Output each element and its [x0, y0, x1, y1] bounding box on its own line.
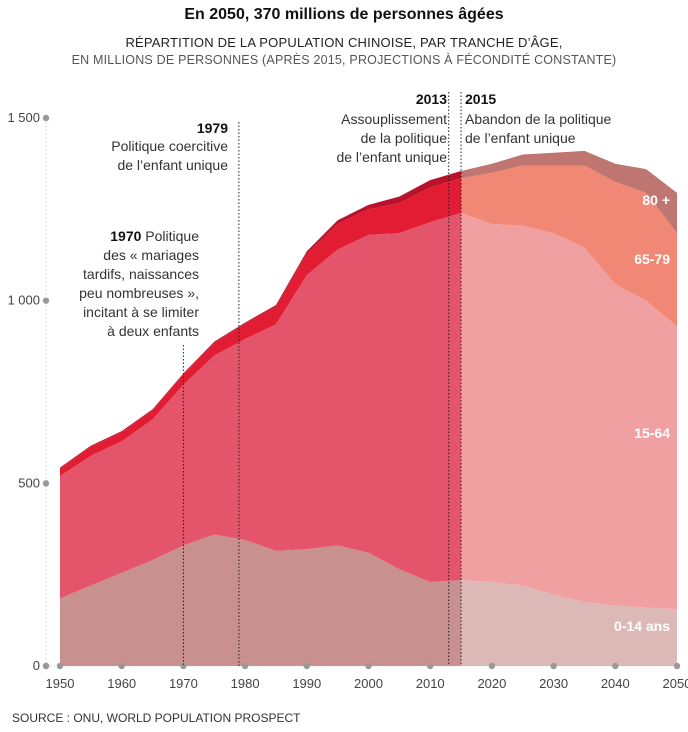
annotation-text-1970: à deux enfants — [107, 323, 199, 339]
source-note: SOURCE : ONU, WORLD POPULATION PROSPECT — [12, 711, 301, 725]
x-tick-label: 2000 — [354, 676, 383, 691]
annotation-text-1970: des « mariages — [103, 247, 199, 263]
area-15-64-historical — [60, 213, 462, 599]
x-tick-mark — [550, 662, 557, 670]
annotation-text-2015: Abandon de la politique — [465, 111, 612, 127]
x-tick-label: 1960 — [107, 676, 136, 691]
x-tick-label: 2010 — [416, 676, 445, 691]
x-tick-label: 1990 — [292, 676, 321, 691]
annotation-text-1970: tardifs, naissances — [83, 266, 199, 282]
y-tick-mark — [42, 297, 50, 304]
x-tick-mark — [488, 662, 496, 670]
annotation-year-1970: 1970 — [110, 228, 141, 244]
y-tick-label: 500 — [18, 475, 40, 490]
chart-subtitle-detail: EN MILLIONS DE PERSONNES (APRÈS 2015, PR… — [71, 53, 617, 67]
annotation-text-1970: 1970 Politique — [110, 228, 199, 244]
series-label: 80 + — [642, 192, 670, 208]
area-15-64-projection — [461, 213, 677, 610]
y-tick-mark — [42, 114, 50, 122]
x-tick-mark — [56, 662, 64, 670]
area-0-14-ans-historical — [60, 534, 462, 666]
chart-title: En 2050, 370 millions de personnes âgées — [184, 6, 504, 23]
x-tick-label: 2020 — [477, 676, 506, 691]
x-tick-mark — [365, 662, 372, 670]
x-tick-mark — [303, 662, 310, 670]
origin-tick-mark — [42, 662, 50, 670]
population-area-chart: 0 500 1 000 1 500 1950 1960 1970 1980 1990 2000 20… — [7, 91, 688, 691]
area-65-79-historical — [60, 178, 462, 476]
x-tick-mark — [673, 662, 681, 670]
annotation-text-1970: peu nombreuses », — [79, 285, 199, 301]
x-tick-mark — [427, 662, 434, 670]
series-label: 65-79 — [634, 251, 670, 267]
annotation-text-2013: de l’enfant unique — [336, 149, 447, 165]
annotation-year-2013: 2013 — [416, 91, 447, 107]
x-tick-label: 2030 — [539, 676, 568, 691]
y-tick-label: 1 500 — [7, 110, 40, 125]
x-tick-label: 1980 — [231, 676, 260, 691]
annotation-text-1979: de l’enfant unique — [117, 157, 228, 173]
annotation-year-1979: 1979 — [197, 120, 228, 136]
x-tick-mark — [118, 662, 125, 670]
chart-subtitle: RÉPARTITION DE LA POPULATION CHINOISE, P… — [125, 35, 563, 50]
series-label: 15-64 — [634, 425, 670, 441]
annotation-text-1979: Politique coercitive — [111, 138, 228, 154]
annotation-year-2015: 2015 — [465, 91, 496, 107]
annotation-text-2015: de l’enfant unique — [465, 130, 576, 146]
x-tick-label: 2040 — [601, 676, 630, 691]
area-80-projection — [461, 150, 677, 234]
annotation-text-1970: incitant à se limiter — [83, 304, 199, 320]
x-tick-mark — [612, 662, 619, 670]
y-tick-label: 1 000 — [7, 293, 40, 308]
y-tick-label: 0 — [33, 658, 40, 673]
area-65-79-projection — [461, 165, 677, 327]
x-tick-label: 1970 — [169, 676, 198, 691]
area-0-14-ans-projection — [461, 580, 677, 666]
x-tick-mark — [241, 662, 249, 670]
x-tick-mark — [180, 662, 187, 670]
annotation-text-2013: de la politique — [361, 130, 448, 146]
x-tick-label: 2050 — [663, 676, 688, 691]
y-tick-mark — [42, 480, 50, 487]
series-label: 0-14 ans — [614, 618, 670, 634]
x-tick-label: 1950 — [46, 676, 75, 691]
annotation-text-1970-first: Politique — [141, 228, 199, 244]
annotation-text-2013: Assouplissement — [341, 111, 447, 127]
